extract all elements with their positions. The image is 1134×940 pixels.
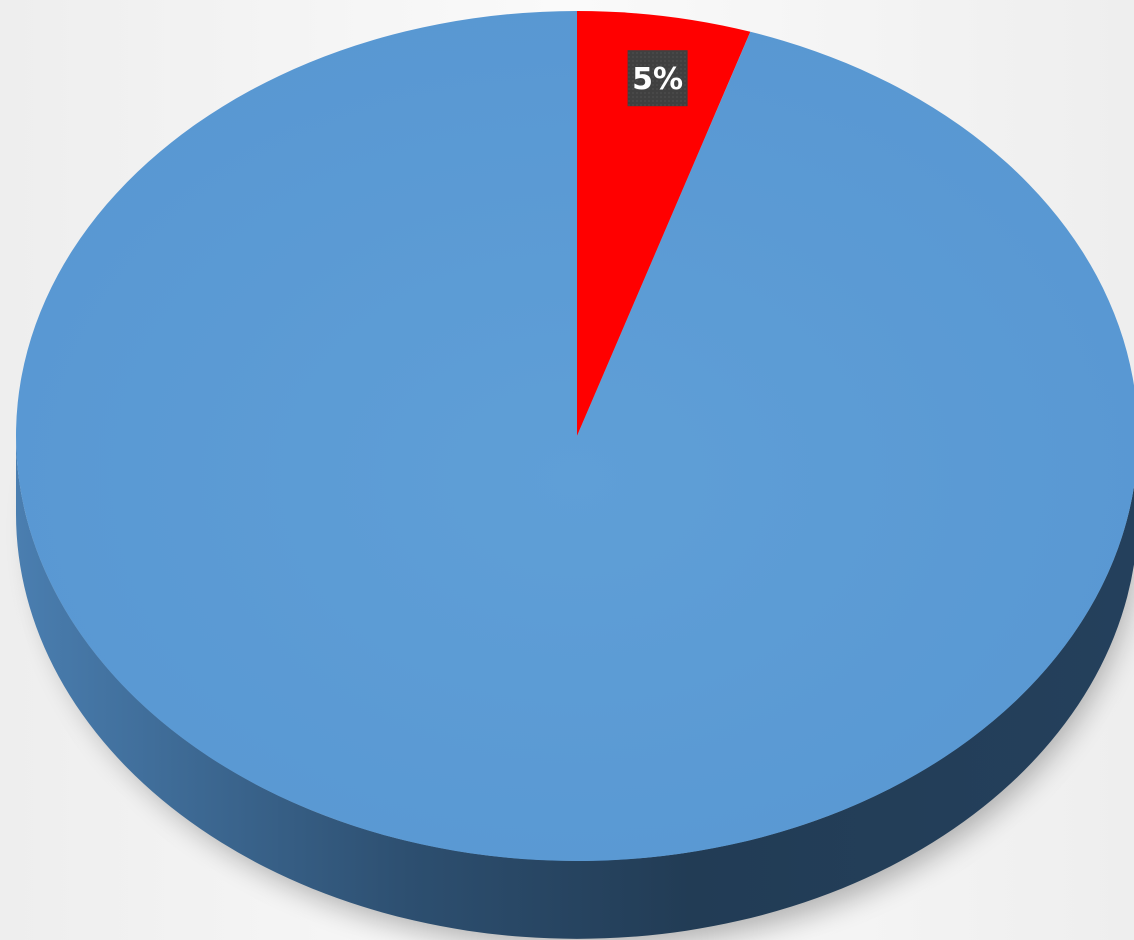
- pie-side-wall: [16, 436, 1134, 939]
- pie-slice-2: [16, 11, 1134, 861]
- data-label-1: 5%: [627, 50, 688, 107]
- data-label-box: [627, 50, 688, 107]
- pie-slice-1: [577, 11, 751, 436]
- data-label-text: 5%: [632, 62, 683, 97]
